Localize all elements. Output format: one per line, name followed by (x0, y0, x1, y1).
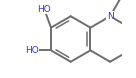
Text: HO: HO (37, 5, 51, 14)
Text: HO: HO (25, 46, 38, 55)
Text: N: N (107, 12, 113, 21)
